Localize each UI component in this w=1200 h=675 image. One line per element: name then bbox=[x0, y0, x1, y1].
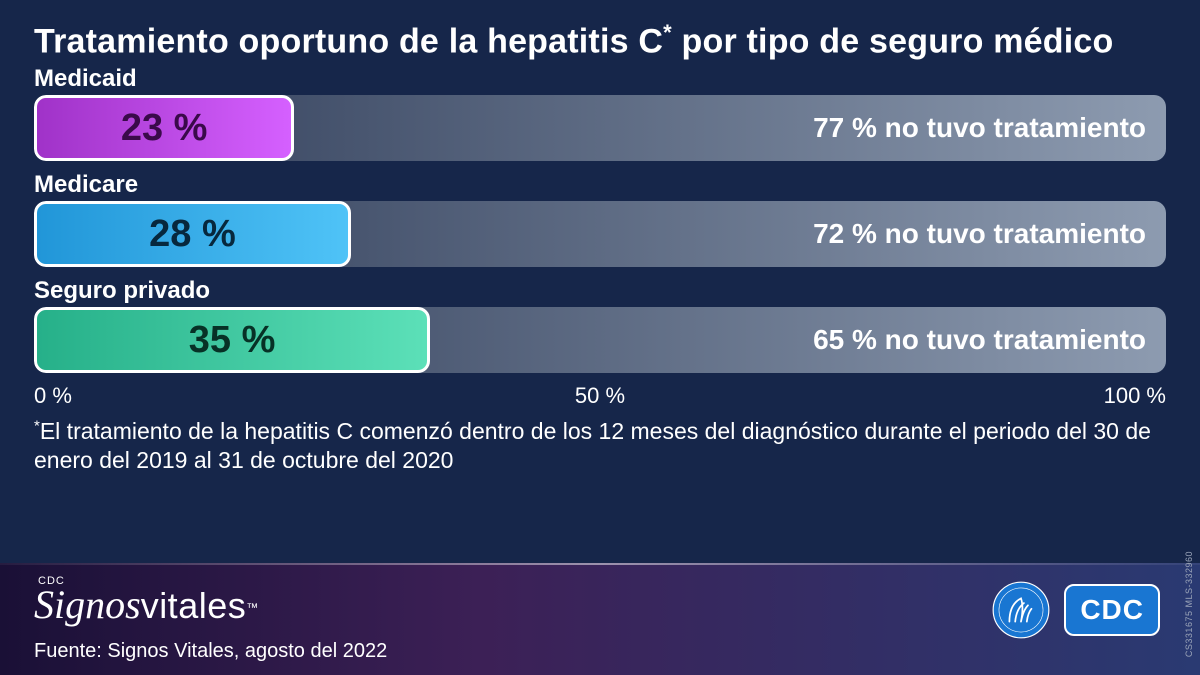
footer-banner: CDC Signosvitales™ Fuente: Signos Vitale… bbox=[0, 563, 1200, 675]
footnote-text: El tratamiento de la hepatitis C comenzó… bbox=[34, 418, 1151, 473]
bar-fill: 23 % bbox=[34, 95, 294, 161]
title-pre: Tratamiento oportuno de la hepatitis C bbox=[34, 22, 663, 60]
bar-chart: Medicaid 23 % 77 % no tuvo tratamiento M… bbox=[34, 65, 1166, 373]
cdc-badge: CDC bbox=[1064, 584, 1160, 636]
hhs-seal-icon bbox=[992, 581, 1050, 639]
bar-track: 35 % 65 % no tuvo tratamiento bbox=[34, 307, 1166, 373]
bar-fill: 28 % bbox=[34, 201, 351, 267]
category-label: Medicaid bbox=[34, 65, 1166, 93]
x-axis: 0 % 50 % 100 % bbox=[34, 383, 1166, 411]
brand-logo: CDC Signosvitales™ bbox=[34, 575, 258, 628]
axis-tick: 100 % bbox=[1104, 383, 1166, 409]
bar-group: Medicaid 23 % 77 % no tuvo tratamiento bbox=[34, 65, 1166, 161]
doc-code: CS331675 MLS-332960 bbox=[1184, 551, 1194, 657]
bar-value: 28 % bbox=[149, 213, 236, 256]
bar-track: 23 % 77 % no tuvo tratamiento bbox=[34, 95, 1166, 161]
bar-remainder-label: 72 % no tuvo tratamiento bbox=[813, 201, 1146, 267]
bar-track: 28 % 72 % no tuvo tratamiento bbox=[34, 201, 1166, 267]
brand-word1: Signos bbox=[34, 582, 141, 627]
category-label: Seguro privado bbox=[34, 277, 1166, 305]
bar-value: 23 % bbox=[121, 107, 208, 150]
title-post: por tipo de seguro médico bbox=[672, 22, 1114, 60]
axis-tick: 50 % bbox=[575, 383, 625, 409]
category-label: Medicare bbox=[34, 171, 1166, 199]
bar-value: 35 % bbox=[189, 319, 276, 362]
title-asterisk: * bbox=[663, 20, 672, 45]
source-line: Fuente: Signos Vitales, agosto del 2022 bbox=[34, 640, 387, 663]
footnote: *El tratamiento de la hepatitis C comenz… bbox=[34, 417, 1166, 475]
bar-group: Medicare 28 % 72 % no tuvo tratamiento bbox=[34, 171, 1166, 267]
brand-tm: ™ bbox=[246, 601, 258, 615]
chart-title: Tratamiento oportuno de la hepatitis C* … bbox=[34, 20, 1166, 61]
bar-group: Seguro privado 35 % 65 % no tuvo tratami… bbox=[34, 277, 1166, 373]
bar-remainder-label: 65 % no tuvo tratamiento bbox=[813, 307, 1146, 373]
brand-word2: vitales bbox=[141, 585, 247, 626]
cdc-badge-label: CDC bbox=[1080, 594, 1144, 625]
bar-fill: 35 % bbox=[34, 307, 430, 373]
agency-badges: CDC bbox=[992, 581, 1160, 639]
bar-remainder-label: 77 % no tuvo tratamiento bbox=[813, 95, 1146, 161]
axis-tick: 0 % bbox=[34, 383, 72, 409]
